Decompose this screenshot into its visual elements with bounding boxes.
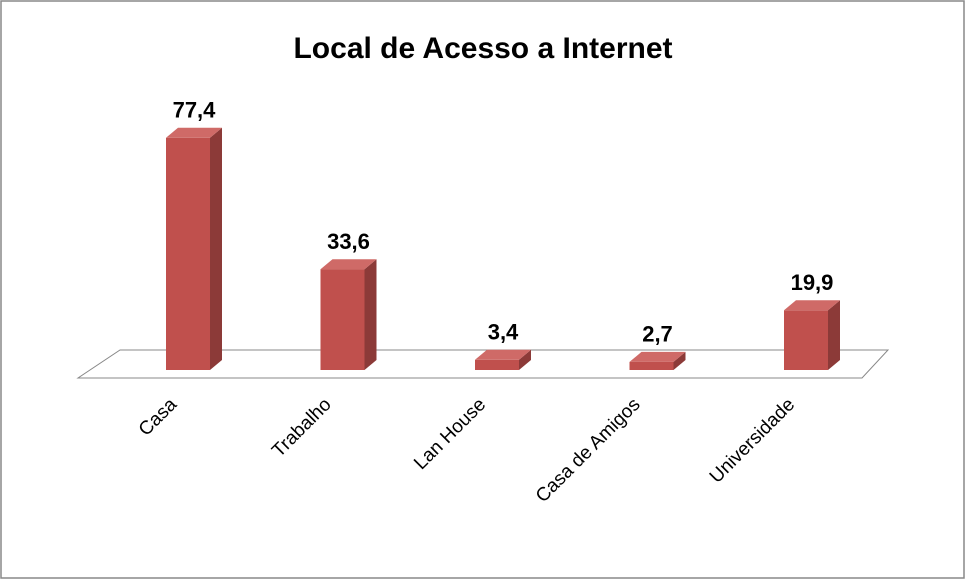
value-label: 77,4 <box>173 98 217 123</box>
value-label: 19,9 <box>791 270 834 295</box>
bar-side <box>210 127 222 370</box>
bar-top <box>629 351 686 362</box>
bar <box>629 361 674 370</box>
bar-top <box>166 127 222 138</box>
bar-side <box>519 349 531 370</box>
bar <box>320 269 365 370</box>
value-label: 3,4 <box>488 320 519 345</box>
value-label: 33,6 <box>327 229 370 254</box>
bar <box>475 359 519 370</box>
bar-top <box>475 349 531 360</box>
bar-top <box>320 259 377 270</box>
chart-title: Local de Acesso a Internet <box>293 32 672 65</box>
bar-top <box>784 300 840 311</box>
value-label: 2,7 <box>642 322 673 347</box>
bar-side <box>673 351 686 370</box>
bar <box>784 310 828 370</box>
bar <box>166 137 210 370</box>
bar-side <box>364 259 377 370</box>
bar-side <box>828 300 840 370</box>
